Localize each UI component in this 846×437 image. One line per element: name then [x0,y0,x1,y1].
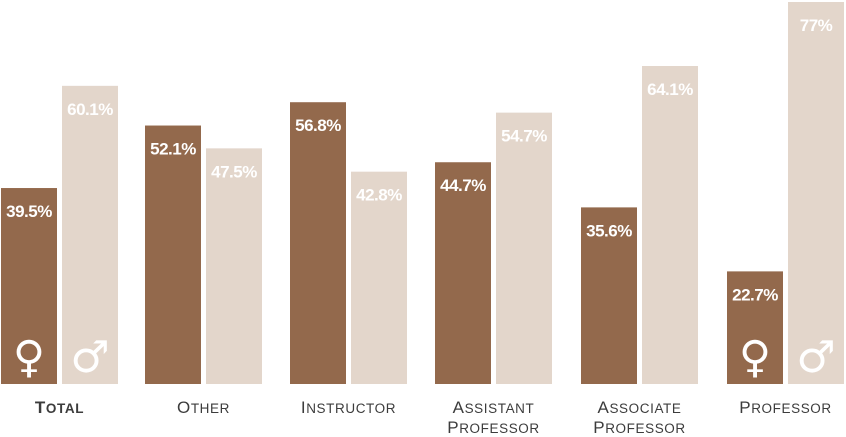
male-bar-3 [496,112,552,385]
female-bar-1 [145,125,201,384]
female-value-label-4: 35.6% [586,221,632,240]
category-initial: P [739,398,751,417]
category-label-4-line1: ASSOCIATE [597,398,681,417]
category-initial: P [447,418,459,437]
female-value-label-2: 56.8% [295,116,341,135]
category-label-5-line1: PROFESSOR [739,398,832,417]
category-label-1-line1: OTHER [177,398,230,417]
female-symbol-icon: ♀ [739,332,771,383]
male-bar-5 [788,2,844,384]
male-value-label-4: 64.1% [647,80,693,99]
female-value-label-1: 52.1% [150,140,196,159]
category-label-3-line2: PROFESSOR [447,418,540,437]
category-label-2-line1: INSTRUCTOR [301,398,396,417]
category-labels-layer: TOTAL OTHER INSTRUCTOR ASSISTANTPROFESSORAS… [35,398,832,437]
category-initial: T [35,398,46,417]
male-value-label-0: 60.1% [67,100,113,119]
category-rest: ROFESSOR [751,401,832,416]
category-rest: ROFESSOR [605,421,686,436]
category-initial: O [177,398,191,417]
category-rest: SSOCIATE [609,401,681,416]
category-rest: ROFESSOR [459,421,540,436]
male-value-label-2: 42.8% [356,186,402,205]
female-bar-3 [435,162,491,384]
male-symbol-icon: ♂ [796,332,835,383]
category-rest: OTAL [46,401,84,416]
bars-layer [1,2,844,385]
female-value-label-0: 39.5% [6,202,52,221]
category-rest: NSTRUCTOR [306,401,396,416]
male-bar-1 [206,148,262,384]
category-rest: SSISTANT [465,401,535,416]
female-bar-0 [1,188,57,384]
category-initial: P [593,418,605,437]
category-initial: I [301,398,306,417]
category-label-0-line1: TOTAL [35,398,84,417]
female-value-label-5: 22.7% [732,285,778,304]
male-bar-2 [351,171,407,384]
male-value-label-5: 77% [800,16,833,35]
labels-layer: 39.5% ♀ 60.1% ♂ 52.1% 47.5% 56.8% 42.8% 44.7% 54.… [6,16,836,383]
male-bar-0 [62,85,118,385]
male-bar-4 [642,65,698,384]
category-initial: A [597,398,609,417]
male-symbol-icon: ♂ [70,332,109,383]
category-rest: THER [191,401,230,416]
female-symbol-icon: ♀ [13,332,45,383]
female-value-label-3: 44.7% [440,176,486,195]
category-label-4-line2: PROFESSOR [593,418,686,437]
category-initial: A [453,398,465,417]
male-value-label-1: 47.5% [211,162,257,181]
female-bar-4 [581,207,637,384]
male-value-label-3: 54.7% [501,127,547,146]
female-bar-5 [727,271,783,384]
female-bar-2 [290,102,346,385]
category-label-3-line1: ASSISTANT [453,398,535,417]
